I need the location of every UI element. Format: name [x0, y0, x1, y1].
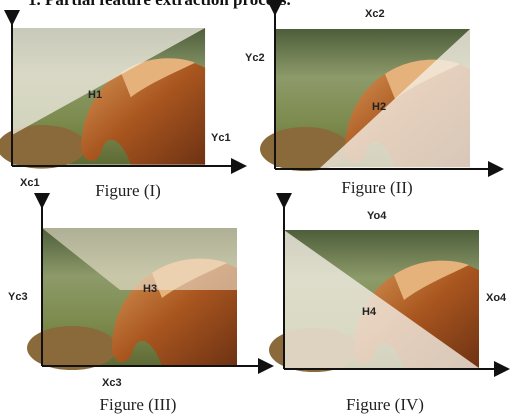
- title: 1. Partial feature extraction process.: [28, 0, 291, 9]
- point-label: H1: [88, 89, 102, 101]
- caption: Figure (III): [100, 395, 177, 414]
- panel: H4 Yo4 Xo4 Figure (IV): [269, 193, 510, 414]
- axis-label: Yo4: [367, 210, 387, 222]
- axis-label: Yc1: [211, 132, 231, 144]
- axis-label: Xo4: [486, 292, 507, 304]
- axis-label: Yc2: [245, 52, 265, 64]
- caption: Figure (II): [341, 178, 412, 197]
- axis-label: Xc1: [20, 177, 40, 189]
- panel: H3 Yc3 Xc3 Figure (III): [8, 193, 274, 414]
- point-label: H3: [143, 283, 157, 295]
- point-label: H4: [362, 306, 377, 318]
- point-label: H2: [372, 101, 386, 113]
- axis-label: Yc3: [8, 291, 28, 303]
- panel: H1 Yc1 Xc1 Figure (I): [0, 10, 247, 200]
- panel: H2 Xc2 Yc2 Figure (II): [245, 0, 504, 197]
- axis-label: Xc3: [102, 377, 122, 389]
- caption: Figure (I): [95, 181, 161, 200]
- axis-label: Xc2: [365, 8, 385, 20]
- caption: Figure (IV): [346, 395, 424, 414]
